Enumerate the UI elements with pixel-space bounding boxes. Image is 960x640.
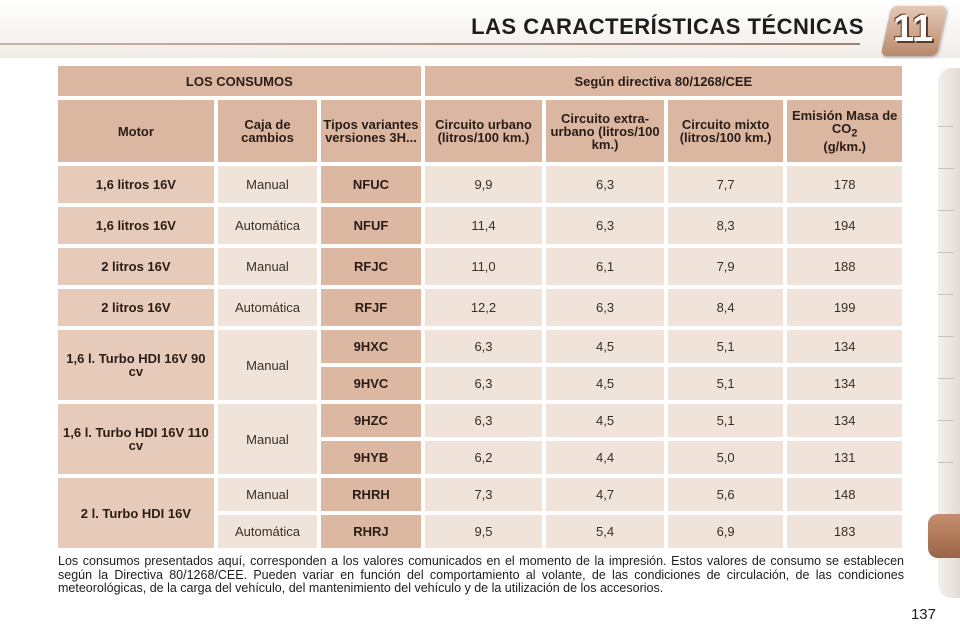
urban-value: 6,3 [424,330,543,363]
variant-code: NFUF [321,207,421,244]
gearbox-cell: Automática [217,515,318,548]
side-tab-divider [938,462,954,463]
motor-cell: 1,6 litros 16V [58,207,214,244]
mixed-value: 8,3 [667,207,784,244]
page-title: LAS CARACTERÍSTICAS TÉCNICAS [471,14,864,39]
side-tab-divider [938,336,954,337]
variant-code: 9HVC [321,367,421,400]
co2-value: 188 [787,248,902,285]
group-header-directive: Según directiva 80/1268/CEE [424,66,902,96]
page-number: 137 [910,606,936,623]
col-header-mixed: Circuito mixto (litros/100 km.) [667,100,784,162]
urban-value: 9,5 [424,515,543,548]
urban-value: 11,0 [424,248,543,285]
extra-urban-value: 6,3 [546,207,664,244]
variant-code: 9HXC [321,330,421,363]
co2-value: 183 [787,515,902,548]
mixed-value: 8,4 [667,289,784,326]
chapter-number: 11 [892,8,933,50]
mixed-value: 5,1 [667,330,784,363]
footnote-text: Los consumos presentados aquí, correspon… [58,554,904,595]
side-tab-divider [938,126,954,127]
variant-code: RHRH [321,478,421,511]
co2-value: 194 [787,207,902,244]
motor-cell: 2 litros 16V [58,248,214,285]
emission-subscript: 2 [851,127,858,140]
motor-cell: 2 l. Turbo HDI 16V [58,478,214,548]
extra-urban-value: 6,3 [546,166,664,203]
extra-urban-value: 4,5 [546,330,664,363]
motor-cell: 1,6 l. Turbo HDI 16V 110 cv [58,404,214,474]
urban-value: 6,2 [424,441,543,474]
co2-value: 134 [787,330,902,363]
motor-cell: 1,6 litros 16V [58,166,214,203]
gearbox-cell: Manual [217,248,318,285]
co2-value: 199 [787,289,902,326]
co2-value: 148 [787,478,902,511]
side-thumb-index [938,68,960,598]
variant-code: NFUC [321,166,421,203]
co2-value: 131 [787,441,902,474]
variant-code: RFJF [321,289,421,326]
urban-value: 9,9 [424,166,543,203]
col-header-gearbox: Caja de cambios [217,100,318,162]
gearbox-cell: Automática [217,207,318,244]
gearbox-cell: Automática [217,289,318,326]
gearbox-cell: Manual [217,404,318,474]
motor-cell: 2 litros 16V [58,289,214,326]
urban-value: 11,4 [424,207,543,244]
co2-value: 134 [787,404,902,437]
col-header-variants: Tipos variantes versiones 3H... [321,100,421,162]
variant-code: RFJC [321,248,421,285]
urban-value: 6,3 [424,404,543,437]
side-tab-divider [938,168,954,169]
side-tab-active [928,514,960,558]
extra-urban-value: 4,7 [546,478,664,511]
col-header-emission: Emisión Masa de CO2 (g/km.) [787,100,902,162]
variant-code: 9HZC [321,404,421,437]
col-header-motor: Motor [58,100,214,162]
mixed-value: 5,1 [667,404,784,437]
side-tab-divider [938,252,954,253]
extra-urban-value: 6,3 [546,289,664,326]
urban-value: 7,3 [424,478,543,511]
co2-value: 178 [787,166,902,203]
mixed-value: 7,9 [667,248,784,285]
emission-unit: (g/km.) [823,139,866,155]
emission-label: Emisión Masa de CO [791,107,898,136]
extra-urban-value: 6,1 [546,248,664,285]
gearbox-cell: Manual [217,166,318,203]
header-bar [0,0,960,58]
side-tab-divider [938,378,954,379]
side-tab-divider [938,294,954,295]
extra-urban-value: 4,5 [546,404,664,437]
mixed-value: 6,9 [667,515,784,548]
group-header-consumption: LOS CONSUMOS [58,66,421,96]
gearbox-cell: Manual [217,330,318,400]
motor-cell: 1,6 l. Turbo HDI 16V 90 cv [58,330,214,400]
col-header-urban: Circuito urbano (litros/100 km.) [424,100,543,162]
col-header-extra-urban: Circuito extra-urbano (litros/100 km.) [546,100,664,162]
consumption-table: LOS CONSUMOS Según directiva 80/1268/CEE… [54,62,906,552]
mixed-value: 5,1 [667,367,784,400]
urban-value: 6,3 [424,367,543,400]
gearbox-cell: Manual [217,478,318,511]
header-rule [0,43,860,45]
extra-urban-value: 4,4 [546,441,664,474]
urban-value: 12,2 [424,289,543,326]
extra-urban-value: 4,5 [546,367,664,400]
mixed-value: 5,6 [667,478,784,511]
mixed-value: 7,7 [667,166,784,203]
co2-value: 134 [787,367,902,400]
variant-code: 9HYB [321,441,421,474]
mixed-value: 5,0 [667,441,784,474]
variant-code: RHRJ [321,515,421,548]
side-tab-divider [938,210,954,211]
side-tab-divider [938,420,954,421]
extra-urban-value: 5,4 [546,515,664,548]
